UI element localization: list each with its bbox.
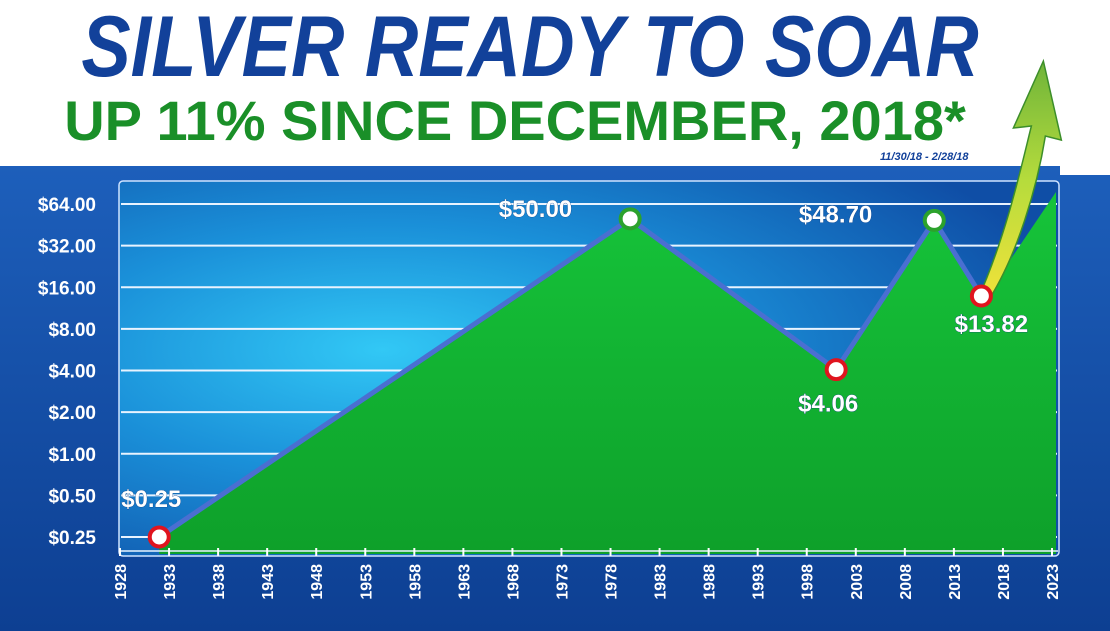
x-tick-label: 2003 [849,564,866,600]
data-label: $13.82 [955,311,1028,338]
x-axis: 1928 1933 1938 1943 1948 1953 1958 1963 1968 1973… [113,548,1062,600]
data-label: $4.06 [798,391,858,418]
x-tick-label: 2018 [996,564,1013,600]
x-tick-label: 1988 [702,564,719,600]
x-tick-label: 1943 [260,564,277,600]
x-tick-label: 2008 [898,564,915,600]
peak-marker [618,207,642,231]
y-tick-label: $0.50 [48,486,96,507]
y-tick-label: $4.00 [48,362,96,383]
x-tick-label: 1963 [456,564,473,600]
trough-marker [969,284,993,308]
data-label: $50.00 [499,196,572,223]
y-tick-label: $2.00 [48,403,96,424]
arrow-layer [976,58,1063,303]
x-tick-label: 1933 [162,564,179,600]
chart-subtitle: UP 11% SINCE DECEMBER, 2018* [64,89,966,152]
x-tick-label: 1973 [554,564,571,600]
x-tick-label: 1928 [113,564,130,600]
x-tick-label: 1958 [407,564,424,600]
marker-layer [147,207,993,549]
y-tick-label: $8.00 [48,320,96,341]
trough-marker [147,525,171,549]
soar-arrow [976,58,1063,303]
y-tick-label: $16.00 [38,278,96,299]
y-tick-label: $64.00 [38,195,96,216]
x-tick-label: 1953 [358,564,375,600]
y-tick-label: $1.00 [48,445,96,466]
x-tick-label: 1998 [800,564,817,600]
data-label: $0.25 [121,486,181,513]
x-tick-label: 1948 [309,564,326,600]
x-tick-label: 1968 [505,564,522,600]
x-tick-label: 2023 [1045,564,1062,600]
date-range-footnote: 11/30/18 - 2/28/18 [880,151,969,163]
data-label-layer: $0.25 $50.00 $4.06 $48.70 $13.82 [121,196,1028,514]
peak-marker [922,208,946,232]
x-tick-label: 1993 [751,564,768,600]
series-area [159,192,1056,554]
y-tick-label: $0.25 [48,528,96,549]
x-tick-label: 2013 [947,564,964,600]
data-label: $48.70 [799,201,872,228]
y-axis: $0.25 $0.50 $1.00 $2.00 $4.00 $8.00 $16.00 $32.… [38,195,97,549]
x-tick-label: 1938 [211,564,228,600]
y-tick-label: $32.00 [38,237,96,258]
trough-marker [824,358,848,382]
x-tick-label: 1978 [604,564,621,600]
x-tick-label: 1983 [653,564,670,600]
chart-title: SILVER READY TO SOAR [81,0,979,95]
